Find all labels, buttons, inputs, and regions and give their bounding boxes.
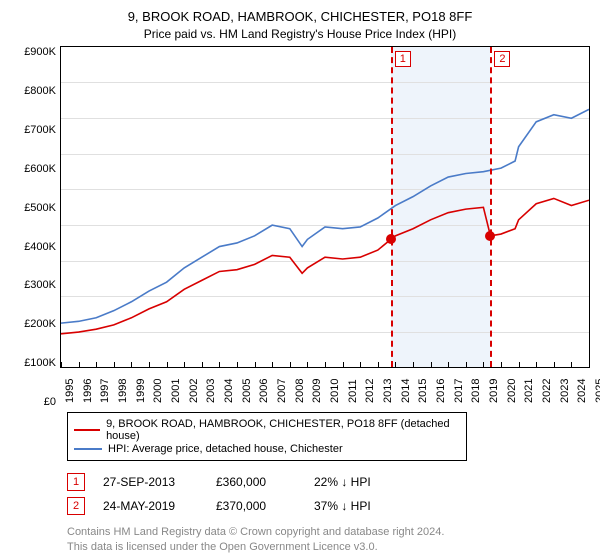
footnote: This data is licensed under the Open Gov… <box>67 540 590 554</box>
sale-row: 1 27-SEP-2013 £360,000 22% ↓ HPI <box>67 473 590 491</box>
legend-swatch <box>74 448 102 450</box>
data-marker <box>386 234 396 244</box>
sale-badge: 1 <box>67 473 85 491</box>
x-axis-label: 2024 <box>576 379 588 403</box>
legend: 9, BROOK ROAD, HAMBROOK, CHICHESTER, PO1… <box>67 412 467 461</box>
x-axis-label: 2019 <box>488 379 500 403</box>
legend-item: HPI: Average price, detached house, Chic… <box>74 443 460 455</box>
y-axis-label: £800K <box>24 85 56 97</box>
x-axis-label: 2021 <box>523 379 535 403</box>
chart-title: 9, BROOK ROAD, HAMBROOK, CHICHESTER, PO1… <box>10 8 590 26</box>
y-axis-label: £500K <box>24 202 56 214</box>
plot-region: 12 <box>60 46 590 369</box>
x-axis-label: 2008 <box>294 379 306 403</box>
y-axis-label: £900K <box>24 46 56 58</box>
footnote: Contains HM Land Registry data © Crown c… <box>67 525 590 539</box>
x-axis-label: 2014 <box>400 379 412 403</box>
x-axis-label: 2020 <box>506 379 518 403</box>
y-axis-label: £300K <box>24 279 56 291</box>
x-axis-label: 2023 <box>559 379 571 403</box>
x-axis-label: 2022 <box>541 379 553 403</box>
y-axis: £900K £800K £700K £600K £500K £400K £300K £200K… <box>10 46 60 409</box>
x-axis-label: 1999 <box>135 379 147 403</box>
x-axis-label: 1998 <box>117 379 129 403</box>
y-axis-label: £400K <box>24 241 56 253</box>
x-axis-label: 2002 <box>188 379 200 403</box>
sale-date: 24-MAY-2019 <box>103 499 198 513</box>
x-axis-label: 2001 <box>170 379 182 403</box>
sale-date: 27-SEP-2013 <box>103 475 198 489</box>
x-axis-label: 2009 <box>311 379 323 403</box>
x-axis-label: 2011 <box>347 380 359 404</box>
x-tick <box>589 362 590 367</box>
x-axis-label: 2016 <box>435 379 447 403</box>
sale-diff: 37% ↓ HPI <box>314 499 404 513</box>
x-axis-label: 2003 <box>205 379 217 403</box>
legend-label: HPI: Average price, detached house, Chic… <box>108 443 343 455</box>
chart-subtitle: Price paid vs. HM Land Registry's House … <box>10 26 590 42</box>
x-axis-label: 2012 <box>364 379 376 403</box>
x-axis-label: 2015 <box>417 379 429 403</box>
sale-badge: 2 <box>67 497 85 515</box>
chart-titles: 9, BROOK ROAD, HAMBROOK, CHICHESTER, PO1… <box>10 8 590 42</box>
chart-area: £900K £800K £700K £600K £500K £400K £300K £200K… <box>10 46 590 409</box>
data-marker <box>485 231 495 241</box>
x-axis-label: 1996 <box>82 379 94 403</box>
series-line <box>61 198 589 333</box>
footnotes: Contains HM Land Registry data © Crown c… <box>67 525 590 554</box>
y-axis-label: £200K <box>24 318 56 330</box>
x-axis-label: 1997 <box>99 379 111 403</box>
sale-price: £370,000 <box>216 499 296 513</box>
series-line <box>61 109 589 323</box>
y-axis-label: £100K <box>24 357 56 369</box>
legend-label: 9, BROOK ROAD, HAMBROOK, CHICHESTER, PO1… <box>106 418 460 442</box>
legend-swatch <box>74 429 100 431</box>
legend-item: 9, BROOK ROAD, HAMBROOK, CHICHESTER, PO1… <box>74 418 460 442</box>
y-axis-label: £600K <box>24 163 56 175</box>
sale-row: 2 24-MAY-2019 £370,000 37% ↓ HPI <box>67 497 590 515</box>
y-axis-label: £0 <box>44 396 56 408</box>
x-axis-label: 2005 <box>241 379 253 403</box>
x-axis-label: 2018 <box>470 379 482 403</box>
line-svg <box>61 47 589 368</box>
x-axis-label: 2007 <box>276 379 288 403</box>
x-axis-label: 2004 <box>223 379 235 403</box>
plot-column: 12 1995 1996 1997 1998 1999 2000 2001 2002 2003 2… <box>60 46 590 409</box>
sale-records: 1 27-SEP-2013 £360,000 22% ↓ HPI 2 24-MAY-201… <box>67 467 590 521</box>
sale-diff: 22% ↓ HPI <box>314 475 404 489</box>
x-axis-label: 1995 <box>64 379 76 403</box>
x-axis-label: 2025 <box>594 379 600 403</box>
x-axis-labels: 1995 1996 1997 1998 1999 2000 2001 2002 2003 2004… <box>60 368 590 408</box>
x-axis-label: 2006 <box>258 379 270 403</box>
x-axis-label: 2010 <box>329 379 341 403</box>
sale-price: £360,000 <box>216 475 296 489</box>
x-axis-label: 2000 <box>152 379 164 403</box>
y-axis-label: £700K <box>24 124 56 136</box>
chart-container: 9, BROOK ROAD, HAMBROOK, CHICHESTER, PO1… <box>0 0 600 560</box>
x-axis-label: 2013 <box>382 379 394 403</box>
x-axis-label: 2017 <box>453 379 465 403</box>
